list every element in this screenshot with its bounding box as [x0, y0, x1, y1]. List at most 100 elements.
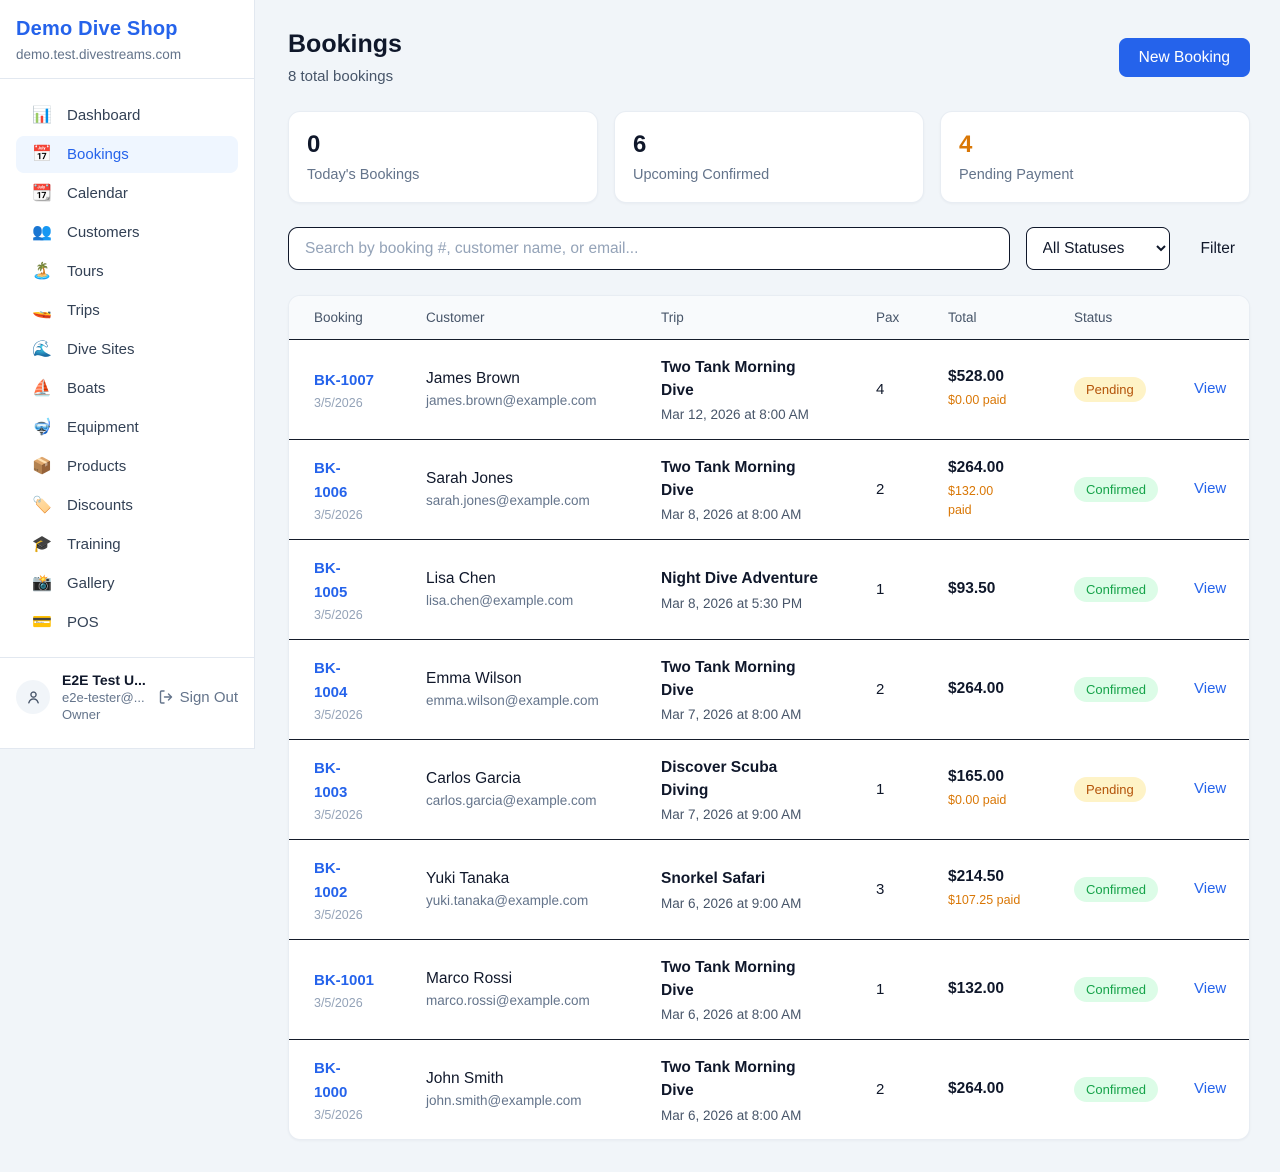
trip-datetime: Mar 6, 2026 at 8:00 AM [661, 1007, 802, 1023]
sidebar-item-pos[interactable]: 💳 POS [16, 604, 238, 641]
customer-name: Sarah Jones [426, 470, 514, 487]
sailboat-icon: ⛵ [32, 379, 52, 397]
booking-number-link[interactable]: BK- 1004 [314, 659, 348, 701]
brand[interactable]: Demo Dive Shop demo.test.divestreams.com [0, 0, 254, 79]
bookings-table-card: Booking Customer Trip Pax Total Status BK-100… [288, 295, 1250, 1140]
booking-date: 3/5/2026 [314, 907, 363, 922]
sidebar-item-label: Training [67, 536, 121, 553]
booking-date: 3/5/2026 [314, 807, 363, 822]
trip-name: Two Tank Morning Dive [661, 958, 796, 999]
sidebar-item-dive-sites[interactable]: 🌊 Dive Sites [16, 331, 238, 368]
pax-count: 2 [876, 439, 948, 540]
sidebar-item-label: POS [67, 614, 99, 631]
view-link[interactable]: View [1194, 1080, 1227, 1098]
booking-number-link[interactable]: BK- 1002 [314, 859, 348, 901]
column-header-customer: Customer [426, 296, 661, 340]
stat-card: 0 Today's Bookings [288, 111, 598, 203]
stat-label: Today's Bookings [307, 167, 420, 183]
sidebar-item-equipment[interactable]: 🤿 Equipment [16, 409, 238, 446]
sidebar-item-label: Trips [67, 302, 100, 319]
view-link[interactable]: View [1194, 580, 1227, 597]
sidebar-item-label: Boats [67, 380, 106, 397]
user-name: E2E Test U... [62, 672, 146, 688]
diving-mask-icon: 🤿 [32, 418, 52, 436]
table-row: BK- 1005 3/5/2026 Lisa Chen lisa.chen@exa… [289, 539, 1249, 640]
new-booking-button[interactable]: New Booking [1118, 38, 1250, 77]
status-filter-select[interactable]: All Statuses [1025, 227, 1170, 270]
view-link[interactable]: View [1194, 880, 1227, 897]
customer-name: Marco Rossi [426, 970, 513, 987]
booking-date: 3/5/2026 [314, 395, 363, 410]
filter-button[interactable]: Filter [1200, 239, 1235, 257]
trip-name: Two Tank Morning Dive [661, 658, 796, 699]
sidebar-item-label: Dashboard [67, 107, 141, 124]
credit-card-icon: 💳 [32, 613, 52, 631]
sidebar-item-customers[interactable]: 👥 Customers [16, 214, 238, 251]
total-amount: $214.50 [948, 868, 1005, 886]
status-badge: Confirmed [1074, 576, 1158, 602]
trip-datetime: Mar 6, 2026 at 8:00 AM [661, 1107, 802, 1123]
sidebar-item-tours[interactable]: 🏝️ Tours [16, 253, 238, 290]
booking-number-link[interactable]: BK- 1003 [314, 759, 348, 801]
bookings-table-body: BK-1007 3/5/2026 James Brown james.brown… [289, 339, 1249, 1139]
sidebar-item-discounts[interactable]: 🏷️ Discounts [16, 487, 238, 524]
user-section: E2E Test U... e2e-tester@... Owner Sign … [0, 657, 254, 748]
sidebar-item-products[interactable]: 📦 Products [16, 448, 238, 485]
sidebar-item-dashboard[interactable]: 📊 Dashboard [16, 97, 238, 134]
calendar-icon: 📅 [32, 145, 52, 163]
trip-datetime: Mar 8, 2026 at 8:00 AM [661, 507, 802, 523]
logout-icon [159, 690, 172, 704]
status-badge: Pending [1074, 776, 1146, 802]
stat-value: 4 [959, 131, 973, 158]
sidebar-item-label: Bookings [67, 146, 129, 163]
status-badge: Confirmed [1074, 676, 1158, 702]
speedboat-icon: 🚤 [32, 301, 52, 319]
view-link[interactable]: View [1194, 380, 1227, 397]
sidebar-item-training[interactable]: 🎓 Training [16, 526, 238, 563]
sidebar-item-boats[interactable]: ⛵ Boats [16, 370, 238, 407]
paid-amount: $0.00 paid [948, 393, 1007, 408]
view-link[interactable]: View [1194, 780, 1227, 797]
customer-email: emma.wilson@example.com [426, 693, 599, 708]
column-header-booking: Booking [289, 296, 426, 340]
package-icon: 📦 [32, 457, 52, 475]
sidebar-item-label: Tours [67, 263, 104, 280]
sign-out-label[interactable]: Sign Out [179, 688, 238, 706]
trip-datetime: Mar 12, 2026 at 8:00 AM [661, 407, 809, 423]
booking-number-link[interactable]: BK-1001 [314, 971, 375, 989]
user-meta: E2E Test U... e2e-tester@... Owner [62, 672, 146, 722]
sidebar-item-bookings[interactable]: 📅 Bookings [16, 136, 238, 173]
customer-email: james.brown@example.com [426, 393, 597, 408]
status-badge: Pending [1074, 376, 1146, 402]
stat-value: 6 [633, 131, 647, 158]
customer-name: James Brown [426, 370, 520, 387]
sidebar-item-calendar[interactable]: 📆 Calendar [16, 175, 238, 212]
customer-name: Yuki Tanaka [426, 870, 510, 887]
sidebar-nav: 📊 Dashboard 📅 Bookings 📆 Calendar 👥 Cust… [0, 79, 254, 657]
booking-number-link[interactable]: BK- 1005 [314, 559, 348, 601]
pax-count: 3 [876, 839, 948, 940]
sidebar-item-label: Customers [67, 224, 140, 241]
customer-name: Lisa Chen [426, 570, 496, 587]
sidebar-item-label: Discounts [67, 497, 133, 514]
trip-name: Two Tank Morning Dive [661, 358, 796, 399]
brand-name[interactable]: Demo Dive Shop [16, 18, 178, 40]
total-amount: $165.00 [948, 768, 1005, 786]
sidebar-item-gallery[interactable]: 📸 Gallery [16, 565, 238, 602]
search-input[interactable] [288, 227, 1010, 270]
view-link[interactable]: View [1194, 680, 1227, 697]
water-wave-icon: 🌊 [32, 340, 52, 358]
toolbar: All Statuses Filter [288, 227, 1250, 270]
booking-number-link[interactable]: BK- 1006 [314, 459, 348, 501]
total-amount: $264.00 [948, 680, 1005, 697]
booking-number-link[interactable]: BK-1007 [314, 371, 375, 389]
sidebar-item-trips[interactable]: 🚤 Trips [16, 292, 238, 329]
view-link[interactable]: View [1194, 480, 1227, 497]
sign-out-button[interactable]: Sign Out [158, 689, 238, 706]
view-link[interactable]: View [1194, 980, 1227, 997]
total-amount: $264.00 [948, 458, 1005, 476]
camera-flash-icon: 📸 [32, 574, 52, 592]
booking-number-link[interactable]: BK- 1000 [314, 1059, 348, 1101]
page-titles: Bookings 8 total bookings [288, 30, 402, 85]
trip-datetime: Mar 7, 2026 at 9:00 AM [661, 807, 802, 823]
